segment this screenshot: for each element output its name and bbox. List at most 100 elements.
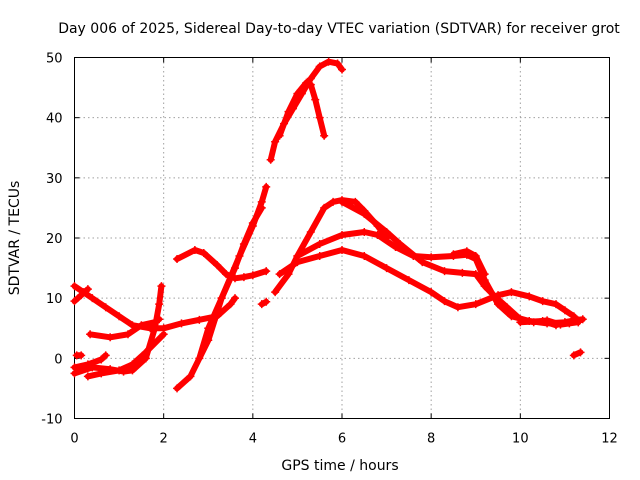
data-point-marker: [525, 292, 534, 301]
data-point-marker: [311, 95, 320, 104]
data-point-marker: [471, 252, 480, 261]
data-point-marker: [293, 89, 302, 98]
data-point-marker: [213, 261, 222, 270]
data-point-marker: [77, 351, 86, 360]
series-track-16: [449, 247, 489, 279]
data-point-marker: [440, 267, 449, 276]
x-tick-label: 8: [427, 432, 435, 447]
data-point-marker: [315, 252, 324, 261]
series-track-18: [569, 348, 585, 360]
data-point-marker: [489, 291, 498, 300]
data-point-marker: [231, 274, 239, 283]
data-point-marker: [231, 264, 239, 273]
data-point-marker: [320, 203, 329, 212]
data-point-marker: [239, 273, 248, 282]
data-point-marker: [329, 197, 338, 206]
data-point-marker: [458, 268, 467, 277]
series-track-20: [72, 351, 86, 360]
data-point-marker: [97, 355, 106, 364]
data-point-marker: [155, 315, 164, 324]
data-point-marker: [338, 246, 346, 255]
series-track-5: [86, 315, 164, 342]
data-point-marker: [275, 270, 284, 279]
data-point-marker: [106, 333, 115, 342]
data-point-marker: [382, 264, 391, 273]
data-point-marker: [315, 113, 324, 122]
data-point-marker: [427, 253, 436, 262]
data-point-marker: [70, 369, 79, 378]
data-point-marker: [315, 62, 324, 71]
data-point-marker: [150, 318, 159, 327]
data-point-marker: [128, 366, 137, 375]
data-point-marker: [516, 318, 525, 327]
y-tick-label: 0: [54, 352, 62, 367]
x-tick-label: 2: [160, 432, 168, 447]
data-point-marker: [88, 294, 97, 303]
data-point-marker: [204, 324, 213, 333]
data-point-marker: [70, 282, 79, 291]
series-track-17: [516, 315, 587, 330]
data-point-marker: [83, 285, 92, 294]
data-point-marker: [195, 315, 204, 324]
data-point-marker: [257, 203, 266, 212]
chart-title: Day 006 of 2025, Sidereal Day-to-day VTE…: [58, 21, 620, 37]
data-point-marker: [453, 303, 462, 312]
data-point-marker: [360, 227, 369, 236]
data-point-marker: [86, 330, 95, 339]
data-point-marker: [462, 247, 471, 256]
data-point-marker: [119, 367, 128, 376]
data-point-marker: [502, 303, 511, 312]
series-trace: [450, 248, 488, 278]
data-point-marker: [471, 300, 480, 309]
x-tick-label: 12: [601, 432, 618, 447]
data-point-marker: [293, 252, 302, 261]
series-track-9: [173, 246, 271, 283]
data-point-marker: [480, 270, 489, 279]
data-point-marker: [507, 288, 516, 297]
data-point-marker: [471, 270, 480, 279]
series-track-4: [70, 282, 166, 378]
data-point-marker: [266, 155, 275, 164]
series-track-6: [70, 285, 92, 306]
data-point-marker: [231, 294, 239, 303]
data-point-marker: [159, 330, 168, 339]
data-point-marker: [199, 249, 208, 258]
data-point-marker: [106, 365, 115, 374]
x-tick-label: 4: [249, 432, 257, 447]
data-point-marker: [576, 348, 585, 357]
data-point-marker: [88, 363, 97, 372]
y-tick-label: 30: [46, 172, 63, 187]
data-series: [70, 57, 587, 393]
data-point-marker: [101, 303, 110, 312]
data-point-marker: [137, 321, 146, 330]
data-point-marker: [284, 107, 293, 116]
series-track-19: [257, 297, 271, 309]
data-point-marker: [141, 354, 150, 363]
data-point-marker: [427, 288, 436, 297]
data-point-marker: [449, 250, 458, 259]
x-tick-label: 6: [338, 432, 346, 447]
data-point-marker: [360, 252, 369, 261]
data-point-marker: [195, 354, 204, 363]
y-tick-label: 50: [46, 52, 63, 67]
data-point-marker: [83, 372, 92, 381]
data-point-marker: [262, 267, 271, 276]
data-point-marker: [552, 300, 560, 309]
data-point-marker: [271, 137, 280, 146]
data-point-marker: [333, 59, 342, 68]
data-point-marker: [404, 276, 413, 285]
data-point-marker: [186, 372, 195, 381]
data-point-marker: [560, 318, 569, 327]
axis-ticks: 0 2 4 6 8 10 12 -10 0 10 20 30 40 50: [41, 52, 618, 447]
data-point-marker: [338, 230, 346, 239]
data-point-marker: [395, 240, 404, 249]
data-point-marker: [271, 288, 280, 297]
data-point-marker: [101, 351, 110, 360]
data-point-marker: [306, 80, 315, 89]
y-tick-label: 10: [46, 292, 63, 307]
data-point-marker: [306, 227, 315, 236]
data-point-marker: [338, 65, 346, 74]
data-point-marker: [248, 271, 257, 280]
data-point-marker: [320, 131, 329, 140]
